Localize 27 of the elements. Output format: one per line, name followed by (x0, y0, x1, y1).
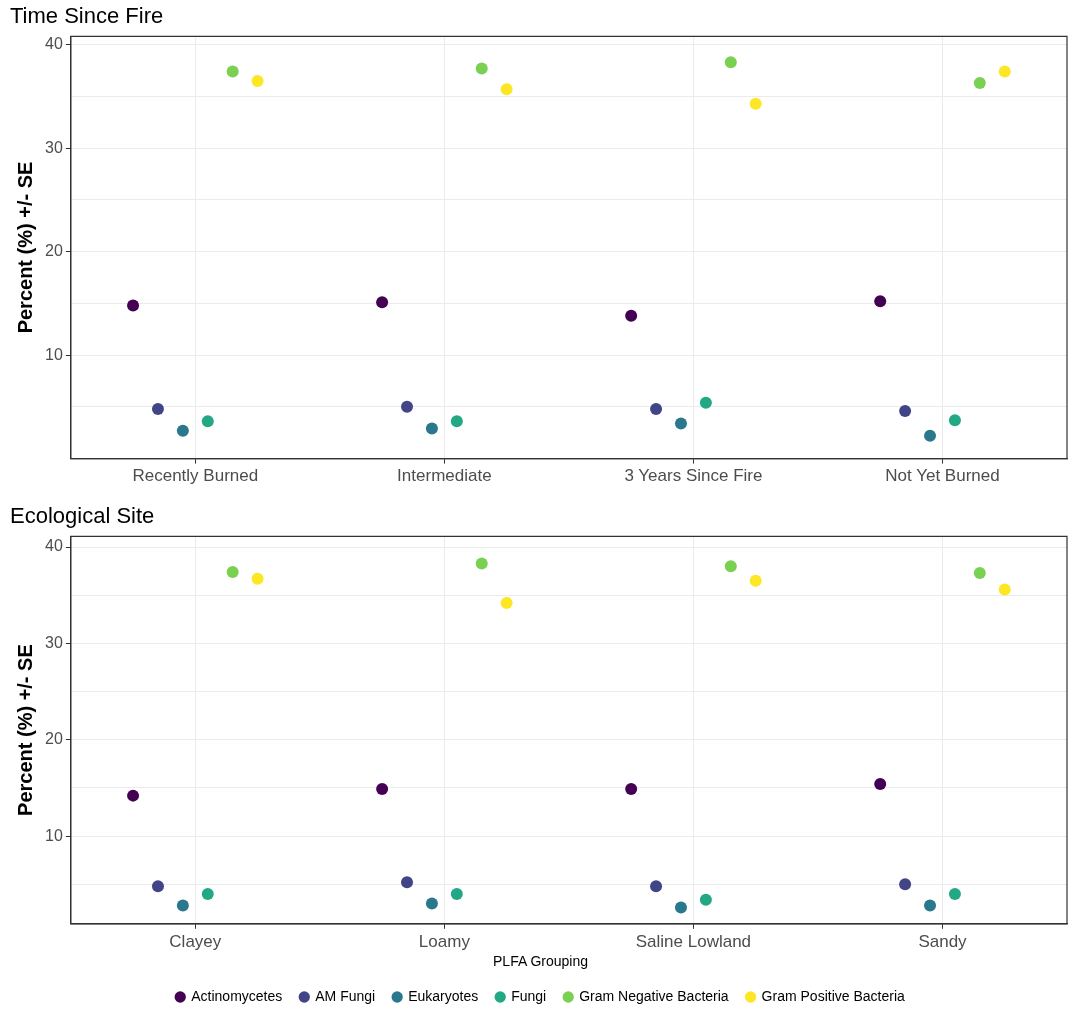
chart-title: Ecological Site (10, 503, 155, 529)
x-tick-label: Loamy (418, 931, 471, 951)
y-tick-label: 20 (45, 730, 63, 748)
y-tick-label: 30 (45, 633, 63, 651)
y-tick-label: 20 (45, 242, 63, 260)
y-axis-title: Percent (%) +/- SE (13, 161, 36, 334)
x-tick-label: 3 Years Since Fire (624, 466, 763, 486)
chart-title: Time Since Fire (10, 3, 164, 29)
y-tick-label: 10 (45, 826, 63, 844)
legend-label: Eukaryotes (408, 987, 479, 1004)
y-tick-label: 40 (45, 537, 63, 555)
legend-label: AM Fungi (315, 987, 376, 1004)
y-tick-label: 10 (45, 345, 63, 363)
x-tick-label: Saline Lowland (635, 931, 752, 951)
legend-title: PLFA Grouping (493, 953, 588, 970)
legend-label: Actinomycetes (191, 987, 283, 1004)
x-tick-label: Intermediate (397, 466, 492, 486)
y-tick-label: 40 (45, 35, 63, 53)
x-tick-label: Not Yet Burned (885, 466, 1000, 486)
x-tick-label: Sandy (918, 931, 968, 951)
legend-label: Gram Negative Bacteria (579, 987, 729, 1004)
x-tick-label: Recently Burned (132, 466, 259, 486)
x-tick-label: Clayey (169, 931, 222, 951)
legend-label: Gram Positive Bacteria (761, 987, 905, 1004)
y-axis-title: Percent (%) +/- SE (13, 644, 36, 816)
legend-label: Fungi (511, 987, 547, 1004)
y-tick-label: 30 (45, 138, 63, 156)
